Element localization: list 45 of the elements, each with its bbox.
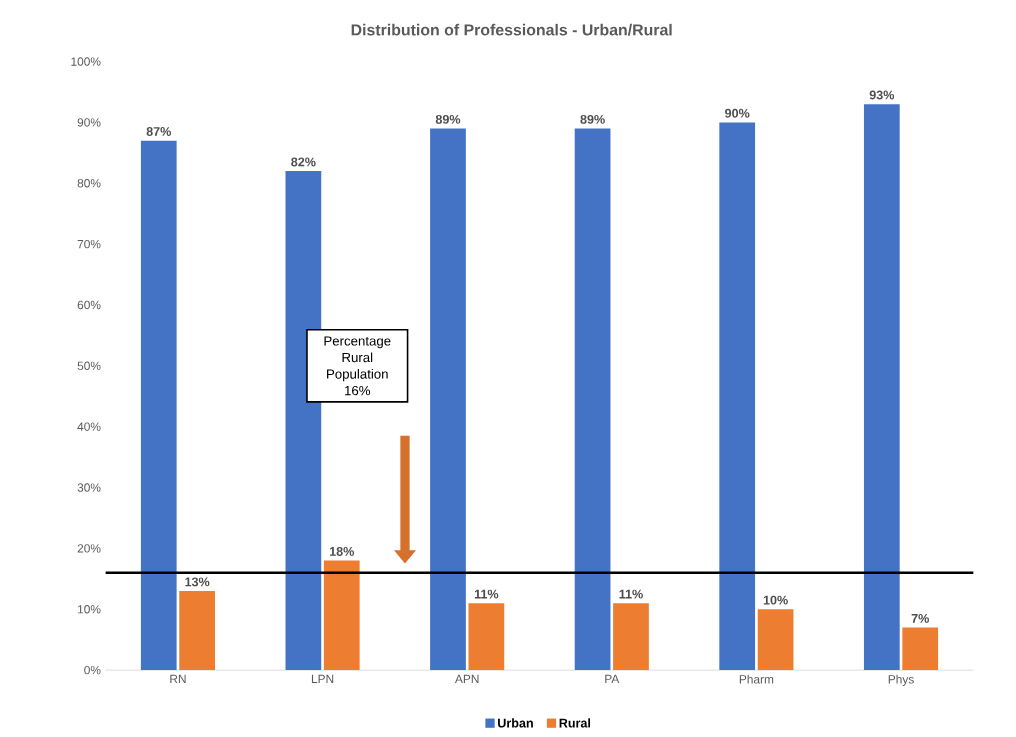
bar	[179, 591, 216, 671]
bar	[613, 603, 649, 671]
bar	[757, 609, 794, 671]
bar	[468, 603, 505, 671]
x-tick-label: RN	[170, 674, 186, 684]
y-tick-label: 90%	[77, 118, 101, 127]
legend-label: Urban	[498, 718, 533, 728]
bar	[140, 140, 177, 671]
data-label: 90%	[725, 109, 750, 118]
data-label: 89%	[580, 115, 605, 124]
y-tick-label: 60%	[77, 300, 101, 310]
x-tick-label: APN	[454, 674, 479, 684]
data-label: 82%	[291, 157, 316, 167]
bar	[430, 128, 466, 671]
y-tick-label: 30%	[77, 483, 101, 492]
y-tick-label: 80%	[77, 179, 101, 188]
y-tick-label: 70%	[77, 240, 101, 249]
data-label: 89%	[435, 115, 461, 124]
data-label: 18%	[329, 547, 355, 557]
data-label: 13%	[185, 577, 210, 587]
bar	[719, 122, 756, 671]
data-label: 87%	[146, 127, 172, 137]
x-tick-label: LPN	[311, 674, 334, 684]
bar	[574, 128, 611, 671]
y-tick-label: 20%	[77, 544, 101, 553]
bar	[863, 104, 900, 671]
y-tick-label: 50%	[77, 361, 101, 371]
legend-label: Rural	[559, 718, 591, 728]
y-tick-label: 100%	[71, 57, 101, 66]
bar	[902, 627, 939, 671]
bar	[323, 560, 360, 671]
y-tick-label: 10%	[78, 605, 101, 614]
x-tick-label: PA	[605, 674, 620, 684]
x-tick-label: Pharm	[739, 674, 774, 684]
chart-title: Distribution of Professionals - Urban/Rural	[351, 24, 672, 36]
y-tick-label: 40%	[77, 422, 101, 432]
data-label: 11%	[474, 589, 499, 599]
bar	[285, 171, 322, 671]
data-label: 93%	[869, 90, 895, 100]
data-label: 11%	[619, 589, 643, 599]
data-label: 7%	[911, 614, 929, 624]
y-tick-label: 0%	[84, 666, 101, 675]
x-tick-label: Phys	[888, 674, 914, 687]
annotation: Percentage Rural Population 16%	[324, 336, 391, 396]
data-label: 10%	[763, 595, 788, 605]
